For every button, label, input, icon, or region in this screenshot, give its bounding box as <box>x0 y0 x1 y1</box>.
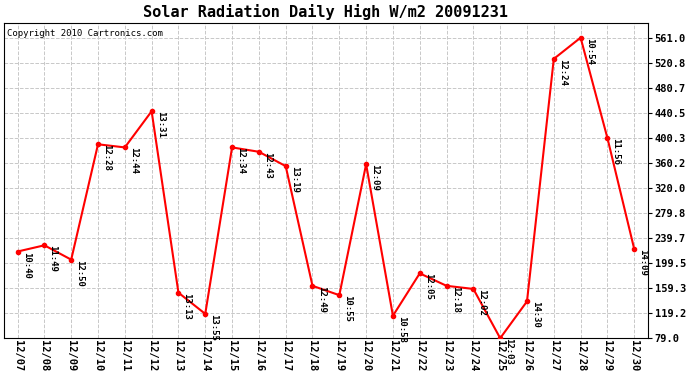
Text: Copyright 2010 Cartronics.com: Copyright 2010 Cartronics.com <box>8 29 164 38</box>
Text: 12:43: 12:43 <box>263 152 272 178</box>
Text: 13:13: 13:13 <box>183 292 192 320</box>
Text: 12:03: 12:03 <box>504 338 513 365</box>
Text: 11:49: 11:49 <box>48 245 57 272</box>
Text: 14:09: 14:09 <box>638 249 647 276</box>
Text: 13:31: 13:31 <box>156 111 165 138</box>
Text: 12:24: 12:24 <box>558 59 567 86</box>
Text: 10:40: 10:40 <box>22 252 31 278</box>
Text: 12:18: 12:18 <box>451 286 460 313</box>
Text: 12:34: 12:34 <box>236 147 245 174</box>
Text: 12:28: 12:28 <box>102 144 111 171</box>
Text: 12:49: 12:49 <box>317 286 326 313</box>
Text: 11:56: 11:56 <box>611 138 620 165</box>
Text: 12:02: 12:02 <box>477 289 486 316</box>
Text: 10:55: 10:55 <box>344 295 353 322</box>
Text: 13:55: 13:55 <box>210 314 219 341</box>
Text: 10:58: 10:58 <box>397 316 406 343</box>
Text: 13:19: 13:19 <box>290 166 299 193</box>
Text: 12:09: 12:09 <box>371 164 380 191</box>
Text: 12:44: 12:44 <box>129 147 138 174</box>
Text: 12:50: 12:50 <box>75 260 84 286</box>
Text: 12:05: 12:05 <box>424 273 433 300</box>
Text: 10:54: 10:54 <box>585 38 594 64</box>
Text: 14:30: 14:30 <box>531 302 540 328</box>
Title: Solar Radiation Daily High W/m2 20091231: Solar Radiation Daily High W/m2 20091231 <box>144 4 509 20</box>
